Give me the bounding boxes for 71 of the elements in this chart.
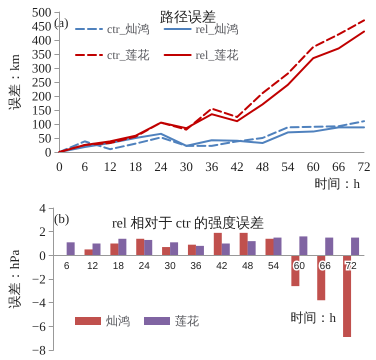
y-tick-label: 250 xyxy=(32,74,52,90)
bar xyxy=(214,232,222,256)
bar xyxy=(144,240,152,256)
x-tick-label: 30 xyxy=(164,260,176,272)
x-tick-label: 18 xyxy=(112,260,124,272)
x-axis-title: 时间：h xyxy=(314,176,360,191)
annotation: (b) xyxy=(54,211,70,226)
bar xyxy=(66,242,75,256)
legend-label: ctr_莲花 xyxy=(107,48,150,62)
bar xyxy=(299,236,308,256)
x-tick-label: 12 xyxy=(104,159,117,174)
y-tick-label: 150 xyxy=(32,102,52,118)
x-tick-label: 6 xyxy=(64,260,70,272)
x-tick-label: 54 xyxy=(268,260,280,272)
x-tick-label: 42 xyxy=(230,159,244,174)
x-axis-title: 时间：h xyxy=(290,310,336,325)
legend-label: 莲花 xyxy=(175,314,199,328)
bar xyxy=(274,238,282,256)
x-tick-label: 6 xyxy=(82,159,89,174)
y-tick-label: 400 xyxy=(32,32,52,48)
y-axis-title: 误差：hPa xyxy=(7,250,22,308)
legend-label: 灿鸿 xyxy=(106,314,130,328)
y-tick-label: 2 xyxy=(39,224,46,240)
x-tick-label: 36 xyxy=(205,159,219,174)
y-tick-label: −6 xyxy=(32,318,46,334)
y-tick-label: 4 xyxy=(39,200,46,216)
bar xyxy=(266,238,274,256)
x-tick-label: 66 xyxy=(332,159,346,174)
y-tick-label: −4 xyxy=(32,295,46,310)
bar xyxy=(196,246,204,256)
bar xyxy=(136,238,144,256)
bar xyxy=(325,238,334,256)
bar xyxy=(162,247,170,256)
x-tick-label: 30 xyxy=(180,159,193,174)
y-tick-label: 200 xyxy=(32,88,52,104)
x-tick-label: 24 xyxy=(154,159,168,174)
bar xyxy=(110,244,118,256)
y-tick-label: −8 xyxy=(32,342,46,358)
y-axis-title: 误差：km xyxy=(7,54,22,110)
y-tick-label: −2 xyxy=(32,272,46,286)
x-tick-label: 54 xyxy=(281,159,295,174)
x-tick-label: 48 xyxy=(256,159,269,174)
x-tick-label: 48 xyxy=(242,260,254,272)
x-tick-label: 36 xyxy=(190,260,202,272)
x-tick-label: 42 xyxy=(216,260,228,272)
bar xyxy=(240,232,248,256)
legend-label: ctr_灿鸿 xyxy=(107,22,150,36)
x-tick-label: 72 xyxy=(358,159,370,174)
y-tick-label: 0 xyxy=(44,144,52,160)
bar xyxy=(248,241,256,256)
y-tick-label: 300 xyxy=(32,60,52,76)
bar xyxy=(351,238,360,256)
bar xyxy=(92,244,101,256)
bar xyxy=(170,242,178,256)
text: rel 相对于 ctr 的强度误差 xyxy=(112,216,264,232)
x-tick-label: 18 xyxy=(129,159,142,174)
x-tick-label: 66 xyxy=(320,260,332,272)
bar xyxy=(188,244,196,256)
x-tick-label: 12 xyxy=(86,260,99,272)
y-tick-label: 450 xyxy=(32,18,52,34)
y-tick-label: 350 xyxy=(32,46,52,62)
y-tick-label: 50 xyxy=(38,130,52,146)
y-tick-label: 500 xyxy=(32,4,52,20)
x-tick-label: 24 xyxy=(138,260,150,272)
x-tick-label: 0 xyxy=(56,159,63,174)
x-tick-label: 60 xyxy=(306,159,320,174)
bar xyxy=(222,244,230,256)
bar xyxy=(84,249,93,256)
legend-label: rel_莲花 xyxy=(196,48,238,62)
y-tick-label: 100 xyxy=(32,116,52,132)
bar xyxy=(118,238,126,256)
